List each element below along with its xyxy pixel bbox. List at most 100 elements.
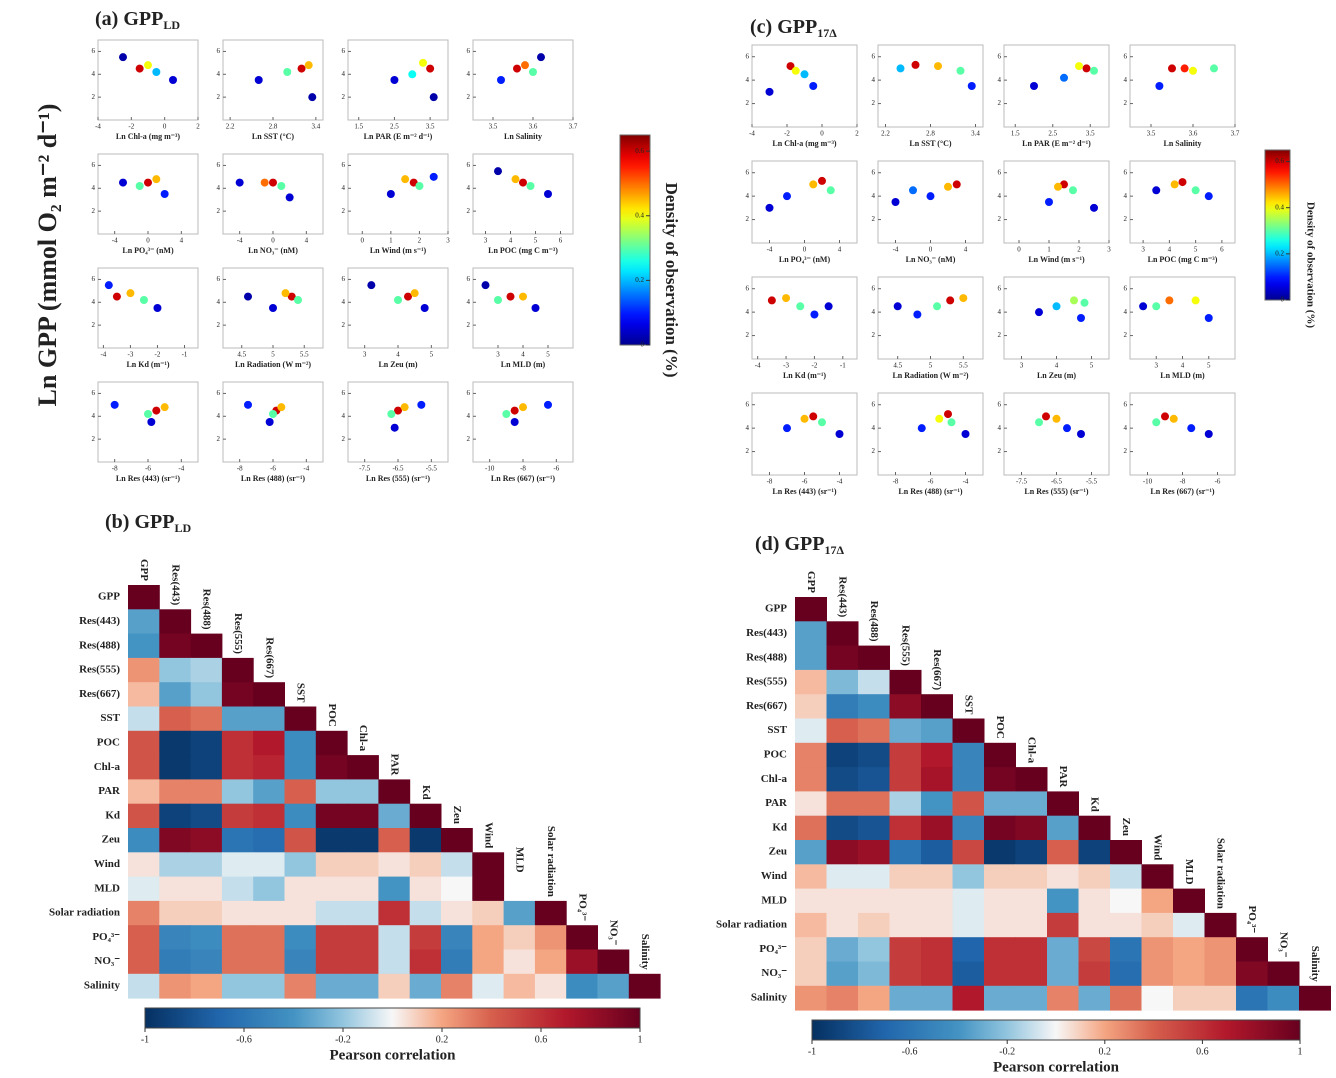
colorbar-tick-label: 0 [641,341,645,349]
x-tick-label: 5.5 [959,362,968,370]
y-tick-label: 4 [1124,192,1128,200]
heatmap-cell [190,779,223,805]
row-label: PO₄³⁻ [759,943,787,955]
row-label: Res(488) [79,639,120,651]
heatmap-cell [409,876,442,902]
y-tick-label: 6 [746,52,750,60]
scatter-point [481,281,490,290]
heatmap-cell [253,828,285,853]
scatter-point [911,60,920,69]
heatmap-cell [1141,985,1174,1011]
heatmap-cell [409,900,442,926]
y-tick-label: 2 [92,207,96,215]
heatmap-cell [984,961,1016,987]
scatter-point [152,175,161,184]
heatmap-cell [378,900,411,926]
heatmap-cell [159,973,192,999]
heatmap-cell [795,645,827,671]
heatmap-cell [190,657,223,683]
heatmap-cell [984,767,1016,792]
heatmap-cell [921,694,953,719]
y-tick-label: 4 [342,70,346,78]
column-label: NO₃⁻ [608,920,620,946]
colorbar-tick-label: 0.6 [1196,1046,1209,1057]
y-tick-label: 2 [746,99,750,107]
panel-title: (c) GPP17Δ [750,16,837,40]
y-tick-label: 4 [217,298,221,306]
x-tick-label: 3.6 [529,123,538,131]
heatmap-cell [984,912,1016,938]
scatter-point [1155,82,1164,90]
x-axis-label: Ln Salinity [1163,139,1201,148]
panel-frame [472,153,574,235]
y-axis-label: Ln GPP (mmol O₂ m⁻² d⁻¹) [33,104,62,407]
heatmap-cell [826,767,859,792]
heatmap-cell [858,937,890,962]
x-tick-label: 2 [196,123,200,131]
heatmap-cell [347,925,379,950]
scatter-point [961,430,970,438]
heatmap-cell [1141,912,1174,938]
x-tick-label: 3 [484,237,488,245]
heatmap-cell [221,779,254,805]
scatter-point [1045,198,1053,206]
x-tick-label: 2 [1077,246,1081,254]
heatmap-cell [409,973,442,999]
heatmap-cell [315,925,348,950]
column-label: Solar radiation [545,826,557,897]
heatmap-cell [858,791,890,817]
x-tick-label: 5 [1194,246,1198,254]
colorbar [1264,149,1291,301]
x-axis-label: Ln MLD (m) [1160,371,1205,380]
heatmap-cell [795,815,827,841]
scatter-point [519,292,527,301]
heatmap-cell [159,755,192,780]
column-label: Res(443) [837,576,849,617]
panel-frame [472,39,574,121]
panel-frame [1003,392,1110,476]
x-axis-label: Ln Res (488) (sr⁻¹) [241,474,306,483]
y-tick-label: 6 [217,275,221,283]
scatter-point [1077,314,1085,322]
heatmap-cell [284,925,317,950]
x-tick-label: -8 [767,478,773,486]
heatmap-cell [190,706,223,732]
scatter-point [513,64,521,73]
heatmap-cell [221,876,254,902]
scatter-point [783,192,791,201]
heatmap-cell [921,840,953,865]
scatter-point [959,294,968,303]
x-tick-label: -4 [178,465,184,473]
heatmap-cell [441,949,473,975]
heatmap-cell [1110,985,1142,1011]
y-tick-label: 2 [998,215,1002,223]
y-tick-label: 2 [998,331,1002,339]
scatter-point [521,61,529,70]
heatmap-cell [858,912,890,938]
heatmap-cell [315,876,348,902]
row-label: Zeu [102,834,120,846]
heatmap-cell [347,949,379,975]
panel-frame [877,44,984,128]
heatmap-cell [1047,937,1079,962]
title-text: (b) GPP [105,511,174,533]
heatmap-cell [221,973,254,999]
scatter-point [531,304,540,312]
heatmap-cell [315,779,348,805]
scatter-point [526,182,535,190]
scatter-point [1063,424,1071,433]
heatmap-cell [284,755,317,780]
heatmap-cell [1141,888,1174,914]
heatmap-cell [858,961,890,987]
y-tick-label: 4 [342,412,346,420]
column-label: PAR [389,754,401,777]
scatter-point [893,302,902,311]
column-label: NO₃⁻ [1278,932,1290,958]
column-label: GPP [805,571,817,593]
row-label: Chl-a [761,773,788,785]
scatter-point [147,418,156,426]
heatmap-cell [253,876,285,902]
heatmap-cell [826,961,859,987]
heatmap-cell [826,694,859,719]
row-label: Salinity [751,991,788,1003]
